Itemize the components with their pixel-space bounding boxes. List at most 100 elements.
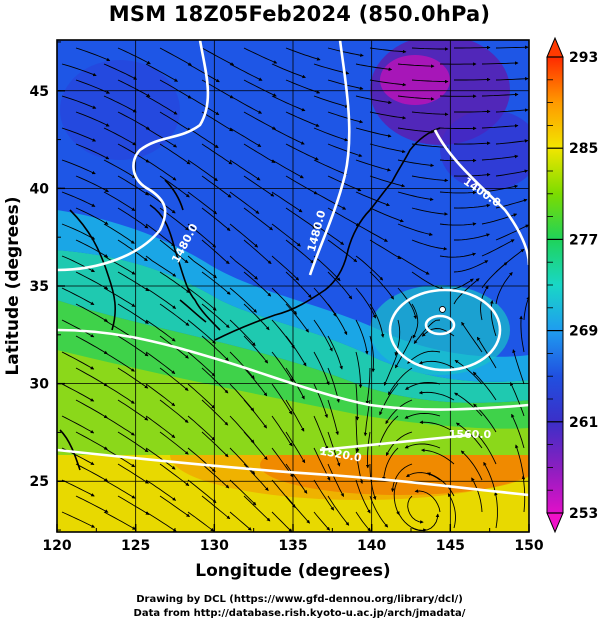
streamline <box>75 239 109 258</box>
streamline <box>159 47 193 66</box>
streamline <box>454 77 491 82</box>
streamline <box>75 367 108 387</box>
streamline <box>397 287 417 320</box>
streamline <box>75 399 108 419</box>
streamline <box>103 511 137 530</box>
streamline <box>159 399 189 423</box>
streamline <box>476 336 497 369</box>
streamline <box>369 239 402 260</box>
streamline <box>271 191 303 213</box>
streamline <box>75 431 108 450</box>
x-tick-label: 130 <box>200 538 229 554</box>
streamline <box>411 143 449 149</box>
streamline <box>369 175 406 188</box>
streamline <box>159 431 189 455</box>
streamline <box>285 47 321 61</box>
streamline <box>75 79 110 94</box>
streamline <box>369 207 404 223</box>
streamline <box>285 207 317 229</box>
streamline <box>515 444 525 481</box>
streamline <box>103 351 135 372</box>
streamline <box>145 383 176 407</box>
streamline <box>271 127 305 145</box>
streamline <box>103 383 135 404</box>
streamline <box>243 367 268 397</box>
streamline <box>355 63 393 72</box>
streamline <box>355 223 388 242</box>
streamline <box>411 271 444 291</box>
streamline <box>355 319 369 355</box>
streamline <box>481 124 519 129</box>
streamline <box>313 351 330 386</box>
y-axis-label: Latitude (degrees) <box>3 196 23 375</box>
streamline <box>187 319 216 344</box>
streamline <box>495 169 529 177</box>
streamline <box>327 495 350 526</box>
streamline <box>117 175 149 196</box>
streamline <box>369 79 407 87</box>
streamline <box>439 252 477 258</box>
streamline <box>285 175 318 195</box>
streamline <box>103 95 137 113</box>
streamline <box>243 207 273 231</box>
streamline <box>243 239 272 264</box>
streamline <box>426 472 455 497</box>
streamline <box>397 255 430 275</box>
streamline <box>145 319 176 342</box>
streamline <box>75 207 109 225</box>
streamline <box>369 495 389 528</box>
y-tick-label: 40 <box>30 181 50 197</box>
streamline <box>313 191 347 210</box>
low-pressure-center <box>439 306 446 313</box>
streamline <box>397 191 434 202</box>
streamline <box>187 479 217 504</box>
streamline <box>229 351 255 380</box>
streamline <box>355 511 371 532</box>
streamline <box>285 495 311 524</box>
streamline <box>495 45 529 50</box>
streamline <box>453 203 491 209</box>
streamline <box>327 143 363 158</box>
streamline <box>75 335 108 355</box>
streamline <box>103 255 136 275</box>
streamline <box>461 321 483 353</box>
streamline <box>187 255 217 279</box>
streamline <box>454 392 483 417</box>
contour-label: 1560.0 <box>449 428 492 441</box>
streamline <box>494 491 498 529</box>
streamline <box>75 143 110 160</box>
streamline <box>229 319 256 347</box>
streamline <box>411 111 449 117</box>
streamline <box>187 415 216 441</box>
streamline <box>103 159 136 179</box>
colorbar-tick-label: 293 <box>569 50 598 66</box>
streamline <box>271 511 293 532</box>
streamline <box>61 479 95 497</box>
streamline <box>512 349 525 385</box>
streamline <box>519 315 525 353</box>
streamline <box>447 493 456 529</box>
colorbar-tick-label: 277 <box>569 232 598 248</box>
streamline <box>201 303 230 329</box>
streamline <box>159 303 190 326</box>
streamline <box>413 319 441 344</box>
streamline <box>369 111 407 120</box>
streamline <box>411 79 449 84</box>
streamline <box>61 415 95 434</box>
streamline <box>159 495 190 518</box>
streamline <box>229 191 260 214</box>
streamline <box>145 351 176 374</box>
streamline <box>439 126 477 131</box>
streamline <box>243 335 269 364</box>
y-tick-label: 45 <box>30 84 49 100</box>
streamline <box>145 159 177 181</box>
streamline <box>454 233 490 241</box>
map-title: MSM 18Z05Feb2024 (850.0hPa) <box>108 2 491 26</box>
streamline <box>285 79 321 94</box>
streamline <box>495 139 529 145</box>
streamline <box>480 285 489 321</box>
streamline <box>229 159 261 181</box>
streamline <box>187 159 218 182</box>
streamline <box>355 351 363 389</box>
streamline <box>75 271 109 290</box>
